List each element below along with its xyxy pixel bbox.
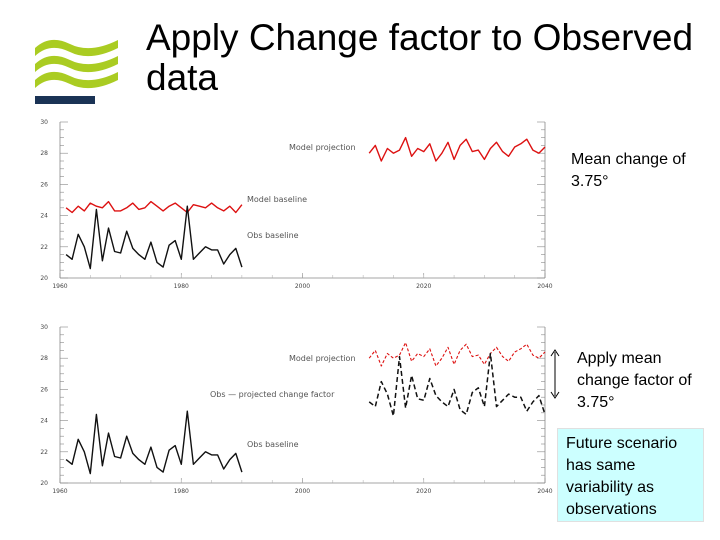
met-office-logo — [35, 39, 118, 104]
x-tick-label: 2000 — [295, 283, 310, 290]
series-line-2 — [65, 410, 243, 475]
x-tick-label: 1980 — [174, 283, 189, 290]
series-line-1 — [368, 352, 546, 417]
y-tick-label: 20 — [40, 275, 48, 282]
x-tick-label: 2040 — [537, 283, 552, 290]
x-tick-label: 1960 — [52, 283, 67, 290]
future-scenario-box: Future scenario has same variability as … — [557, 428, 704, 522]
series-line-1 — [65, 200, 243, 214]
x-tick-label: 2020 — [416, 488, 431, 495]
y-tick-label: 20 — [40, 480, 48, 487]
series-label: Obs — projected change factor — [210, 390, 335, 399]
y-tick-label: 30 — [40, 324, 48, 331]
y-tick-label: 22 — [40, 244, 48, 251]
y-tick-label: 30 — [40, 119, 48, 126]
series-line-2 — [65, 205, 243, 270]
y-tick-label: 28 — [40, 355, 48, 362]
chart-change-comparison: 20 22 24 26 28 30 1960 1980 2000 2020 2040 Model pr… — [40, 119, 552, 290]
x-tick-label: 1980 — [174, 488, 189, 495]
double-arrow-icon — [550, 349, 560, 399]
series-label: Model projection — [289, 354, 356, 363]
y-tick-label: 24 — [40, 418, 48, 425]
series-line-0 — [368, 342, 546, 367]
y-tick-label: 28 — [40, 150, 48, 157]
y-tick-label: 22 — [40, 449, 48, 456]
series-label: Model projection — [289, 143, 356, 152]
x-tick-label: 2020 — [416, 283, 431, 290]
x-tick-label: 2040 — [537, 488, 552, 495]
series-label: Obs baseline — [247, 231, 299, 240]
mean-change-note: Mean change of 3.75° — [571, 151, 686, 190]
apply-factor-note: Apply mean change factor of 3.75° — [577, 350, 692, 411]
series-line-0 — [368, 136, 546, 162]
series-label: Obs baseline — [247, 440, 299, 449]
series-label: Model baseline — [247, 195, 307, 204]
x-tick-label: 1960 — [52, 488, 67, 495]
chart-applied-change-factor: 20 22 24 26 28 30 1960 1980 2000 2020 2040 Model pr… — [40, 324, 552, 495]
y-tick-label: 26 — [40, 181, 48, 188]
x-tick-label: 2000 — [295, 488, 310, 495]
y-tick-label: 26 — [40, 386, 48, 393]
y-tick-label: 24 — [40, 213, 48, 220]
slide-title: Apply Change factor to Observed data — [146, 17, 694, 98]
